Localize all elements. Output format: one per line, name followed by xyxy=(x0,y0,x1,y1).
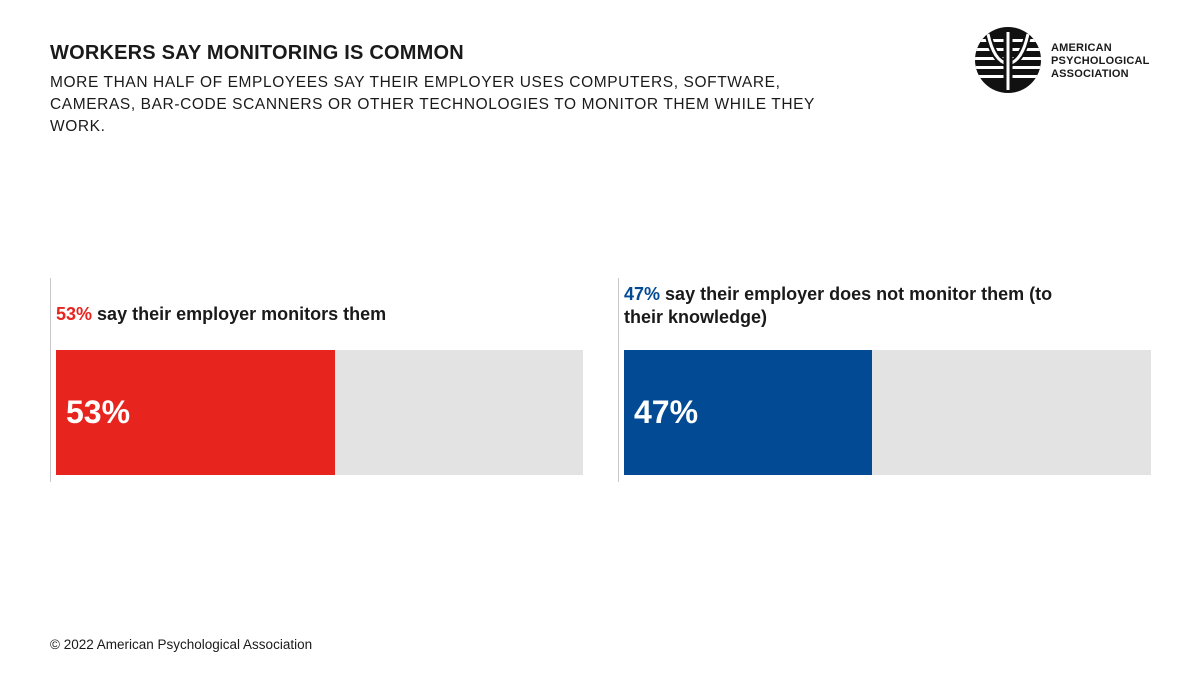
caption-pct-not-monitored: 47% xyxy=(624,284,661,304)
logo-text-line1: AMERICAN xyxy=(1051,42,1112,54)
panel-not-monitored: 47% say their employer does not monitor … xyxy=(618,278,1151,482)
bar-label-not-monitored: 47% xyxy=(634,394,699,430)
bar-monitored xyxy=(56,350,336,475)
caption-text-not-monitored: say their employer does not monitor them… xyxy=(624,284,1053,327)
logo-text-line3: ASSOCIATION xyxy=(1051,68,1129,80)
psi-globe-icon xyxy=(975,27,1041,93)
bar-label-monitored: 53% xyxy=(66,394,131,430)
bar-track-monitored: 53% xyxy=(56,350,583,475)
apa-logo: AMERICAN PSYCHOLOGICAL ASSOCIATION xyxy=(974,26,1154,94)
panel-monitored: 53% say their employer monitors them 53% xyxy=(50,278,583,482)
logo-text-line2: PSYCHOLOGICAL xyxy=(1051,55,1150,67)
bar-track-not-monitored: 47% xyxy=(624,350,1151,475)
bar-not-monitored xyxy=(624,350,872,475)
copyright-footer: © 2022 American Psychological Associatio… xyxy=(50,637,313,652)
chart-subtitle: MORE THAN HALF OF EMPLOYEES SAY THEIR EM… xyxy=(50,74,815,135)
caption-text-monitored: say their employer monitors them xyxy=(97,304,387,324)
caption-not-monitored: 47% say their employer does not monitor … xyxy=(624,283,1084,329)
caption-pct-monitored: 53% xyxy=(56,304,93,324)
chart-title: WORKERS SAY MONITORING IS COMMON xyxy=(50,42,464,64)
caption-monitored: 53% say their employer monitors them xyxy=(56,303,516,326)
